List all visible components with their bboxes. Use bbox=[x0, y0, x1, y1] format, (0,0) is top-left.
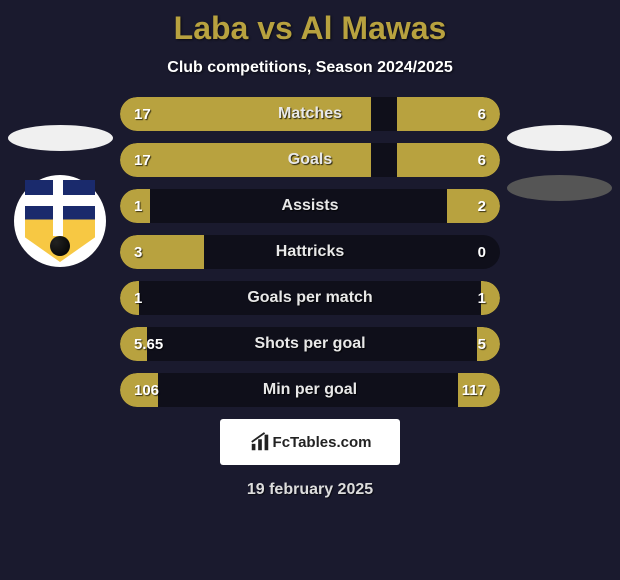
stat-right-value: 6 bbox=[478, 152, 486, 169]
stat-row: 106 Min per goal 117 bbox=[120, 373, 500, 407]
stat-right-value: 117 bbox=[462, 382, 486, 399]
stat-right-value: 6 bbox=[478, 106, 486, 123]
stat-row: 5.65 Shots per goal 5 bbox=[120, 327, 500, 361]
page-title: Laba vs Al Mawas bbox=[0, 0, 620, 47]
stat-left-value: 17 bbox=[134, 152, 151, 169]
stat-label: Hattricks bbox=[276, 243, 344, 261]
stat-left-value: 3 bbox=[134, 244, 142, 261]
stat-left-value: 5.65 bbox=[134, 336, 163, 353]
stat-label: Shots per goal bbox=[254, 335, 365, 353]
logo-text: FcTables.com bbox=[273, 434, 372, 451]
stat-right-value: 5 bbox=[478, 336, 486, 353]
stat-row: 17 Goals 6 bbox=[120, 143, 500, 177]
bar-left-fill bbox=[120, 143, 371, 177]
stat-left-value: 106 bbox=[134, 382, 159, 399]
bar-left-fill bbox=[120, 235, 204, 269]
stat-label: Matches bbox=[278, 105, 342, 123]
stat-label: Goals bbox=[288, 151, 332, 169]
shield-icon bbox=[25, 180, 95, 262]
stat-label: Goals per match bbox=[247, 289, 372, 307]
chart-icon bbox=[249, 431, 271, 453]
stat-left-value: 17 bbox=[134, 106, 151, 123]
stat-label: Min per goal bbox=[263, 381, 357, 399]
stat-right-value: 1 bbox=[478, 290, 486, 307]
fctables-logo[interactable]: FcTables.com bbox=[220, 419, 400, 465]
club-left-badge bbox=[14, 175, 106, 267]
player-right-photo-placeholder bbox=[507, 125, 612, 151]
subtitle: Club competitions, Season 2024/2025 bbox=[0, 59, 620, 77]
stat-row: 1 Goals per match 1 bbox=[120, 281, 500, 315]
stat-row: 3 Hattricks 0 bbox=[120, 235, 500, 269]
comparison-bars: 17 Matches 6 17 Goals 6 1 Assists 2 3 Hattricks 0 1 G… bbox=[120, 97, 500, 407]
stat-left-value: 1 bbox=[134, 198, 142, 215]
stat-row: 1 Assists 2 bbox=[120, 189, 500, 223]
date-text: 19 february 2025 bbox=[0, 481, 620, 499]
stat-right-value: 2 bbox=[478, 198, 486, 215]
stat-left-value: 1 bbox=[134, 290, 142, 307]
player-left-photo-placeholder bbox=[8, 125, 113, 151]
club-right-placeholder bbox=[507, 175, 612, 201]
stat-row: 17 Matches 6 bbox=[120, 97, 500, 131]
bar-right-fill bbox=[447, 189, 500, 223]
stat-label: Assists bbox=[282, 197, 339, 215]
stat-right-value: 0 bbox=[478, 244, 486, 261]
